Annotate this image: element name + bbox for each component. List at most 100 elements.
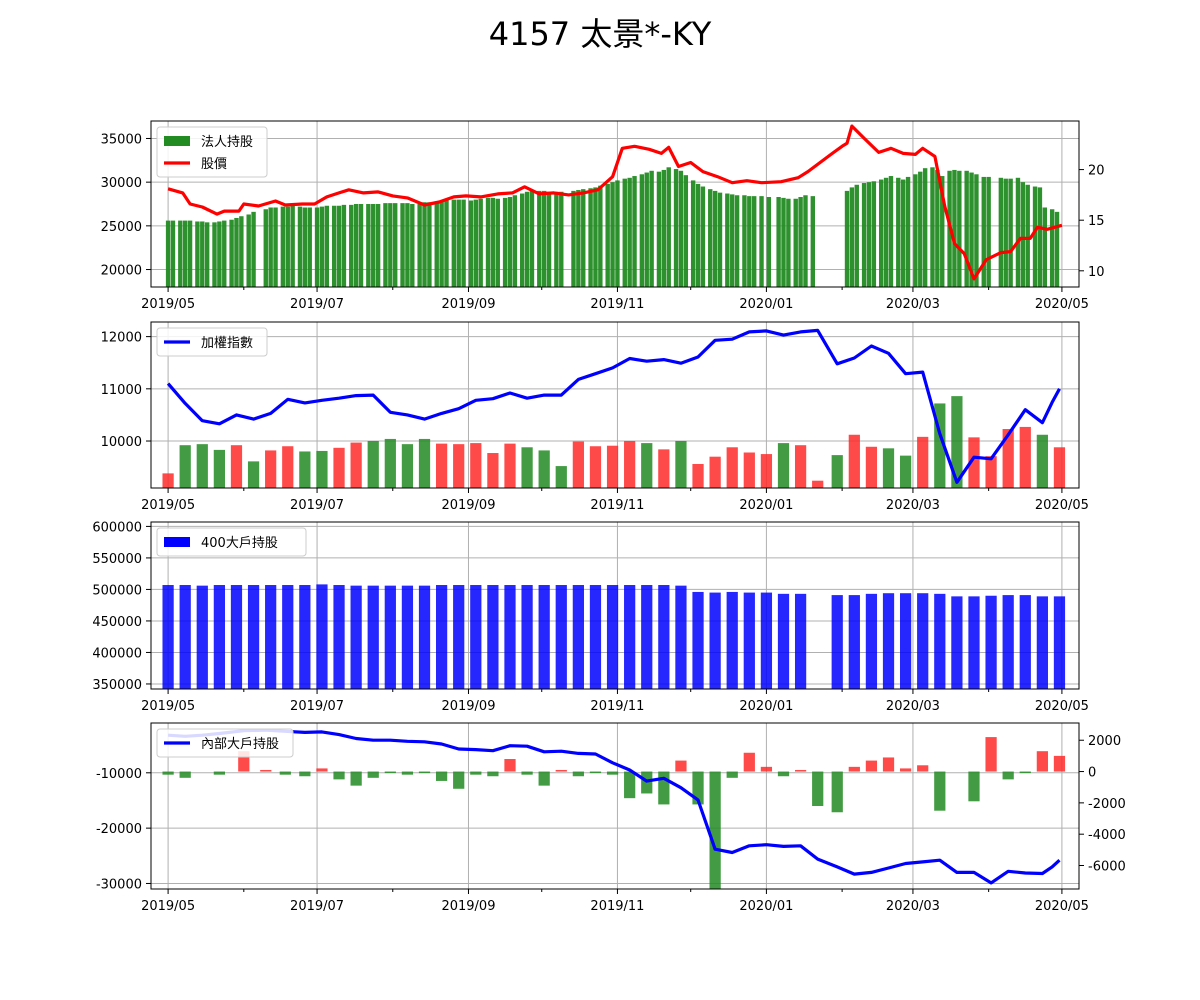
y-right-tick-label: -6000 <box>1088 860 1126 875</box>
bar-series <box>165 167 1060 287</box>
bar <box>683 175 689 287</box>
bar <box>1003 178 1008 287</box>
bar <box>435 771 448 781</box>
bar <box>246 214 251 287</box>
bar <box>810 196 816 287</box>
bar <box>675 441 687 488</box>
bar <box>529 190 535 287</box>
legend: 加權指數 <box>156 327 268 357</box>
bar <box>930 167 935 287</box>
bar <box>333 585 345 689</box>
bar <box>571 190 576 287</box>
bar <box>922 168 928 287</box>
bar <box>555 769 567 772</box>
bar <box>302 207 308 287</box>
bar <box>367 585 379 689</box>
bar <box>666 167 671 287</box>
y-tick-label: 35000 <box>101 132 142 147</box>
bar <box>195 221 200 287</box>
bar <box>692 771 704 805</box>
bar <box>331 205 337 287</box>
bar <box>878 179 884 287</box>
bar <box>661 169 667 287</box>
bar <box>507 197 513 287</box>
plot-area <box>162 328 1066 488</box>
y-tick-label: -30000 <box>96 877 142 892</box>
bar <box>952 169 957 287</box>
bar <box>319 206 325 287</box>
panel-taiex: 2019/05 2019/07 2019/09 2019/11 2020/01 2020/… <box>101 321 1089 513</box>
bar <box>658 449 670 488</box>
bar <box>316 450 328 488</box>
bar <box>196 585 208 689</box>
legend-label: 加權指數 <box>201 336 253 351</box>
bar <box>917 593 929 689</box>
bar <box>366 204 371 287</box>
bar <box>658 771 670 805</box>
y-right-tick-label: 10 <box>1088 265 1105 280</box>
bar <box>743 452 755 488</box>
bar <box>985 456 997 488</box>
bar <box>273 207 278 287</box>
bar <box>453 771 465 789</box>
bar <box>1019 426 1031 488</box>
bar <box>998 177 1004 287</box>
bar <box>865 760 878 772</box>
bar <box>502 197 508 287</box>
bar <box>307 207 312 287</box>
bar <box>485 197 491 287</box>
bar <box>649 170 654 287</box>
bar <box>981 176 986 287</box>
y-right-tick-label: -2000 <box>1088 797 1126 812</box>
bar <box>487 453 499 488</box>
y-right-tick-label: 0 <box>1088 766 1096 781</box>
bar <box>974 174 979 287</box>
x-tick-label: 2020/05 <box>1035 699 1089 714</box>
bar <box>986 176 991 287</box>
bar <box>865 446 878 488</box>
legend-box <box>156 728 294 758</box>
bar <box>282 585 294 689</box>
bar <box>504 443 516 488</box>
bar <box>401 585 414 689</box>
bar <box>268 207 273 287</box>
x-tick-label: 2019/07 <box>290 699 344 714</box>
y-right-tick-label: 15 <box>1088 214 1105 229</box>
bar <box>588 188 593 287</box>
bar <box>537 190 542 287</box>
bar <box>230 445 243 488</box>
x-tick-label: 2019/09 <box>441 899 495 914</box>
bar <box>615 180 620 287</box>
legend-swatch <box>164 537 190 547</box>
y-right-tick-label: -4000 <box>1088 828 1126 843</box>
bar <box>882 757 895 772</box>
bar <box>487 771 499 777</box>
bar <box>538 450 550 488</box>
bar <box>247 461 260 488</box>
bar <box>444 199 449 287</box>
bar <box>803 195 808 287</box>
bar <box>644 172 649 287</box>
bar <box>572 585 584 689</box>
bar <box>279 771 291 775</box>
bar <box>854 184 859 287</box>
bar <box>742 195 747 287</box>
bar <box>434 201 439 287</box>
bar <box>453 585 465 689</box>
bar <box>422 202 427 287</box>
bar <box>314 207 320 287</box>
x-tick-label: 2020/01 <box>739 498 793 513</box>
bar <box>777 443 790 488</box>
bar <box>708 189 713 287</box>
panel-institutional-holdings: 2019/05 2019/07 2019/09 2019/11 2020/01 2020/… <box>101 120 1105 312</box>
x-tick-label: 2019/11 <box>590 699 644 714</box>
bar <box>861 183 867 287</box>
bar <box>265 450 277 488</box>
bar <box>598 185 603 287</box>
bar <box>230 585 243 689</box>
bar <box>350 442 362 488</box>
bar <box>627 177 632 287</box>
panel-400-holders: 2019/05 2019/07 2019/09 2019/11 2020/01 2020/… <box>92 520 1089 714</box>
y-tick-label: 25000 <box>101 220 142 235</box>
bar <box>935 169 940 287</box>
